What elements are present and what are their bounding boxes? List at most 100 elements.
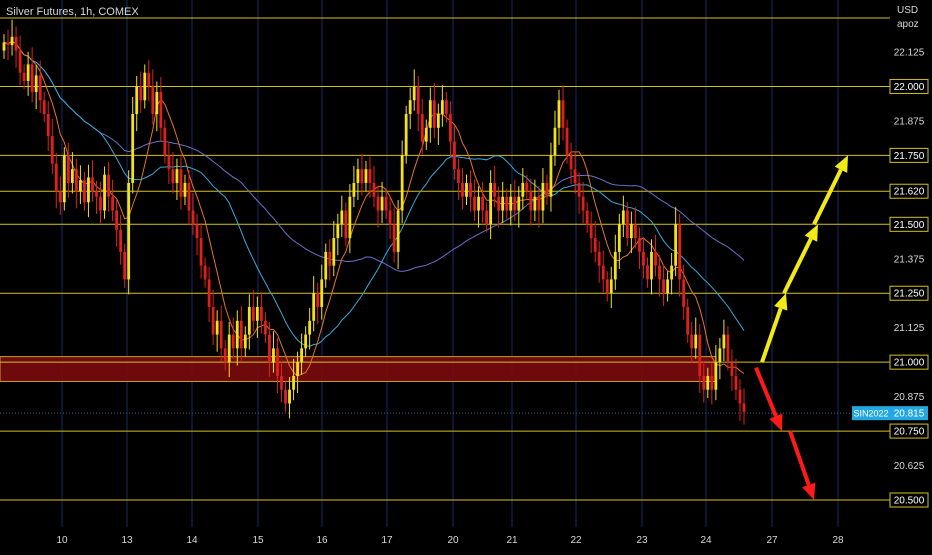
candle-body [525, 182, 529, 192]
candle-body [605, 279, 609, 294]
candle-body [360, 169, 364, 183]
candle-body [42, 100, 46, 115]
candle-body [444, 100, 448, 115]
level-label: 21.620 [894, 187, 925, 198]
candle-body [412, 86, 416, 101]
candle-body [187, 182, 191, 211]
candle-body [66, 155, 70, 183]
candle-body [436, 114, 440, 128]
candle-body [264, 320, 267, 335]
candle-body [702, 375, 706, 390]
candle-body [694, 334, 698, 349]
candle-body [473, 196, 476, 211]
candle-body [545, 182, 549, 197]
candle-body [517, 196, 521, 211]
candle-body [268, 334, 271, 363]
candle-body [191, 210, 195, 225]
candle-body [481, 196, 484, 211]
candle-body [179, 169, 183, 197]
candle-body [505, 196, 509, 211]
candle-body [509, 196, 513, 211]
candle-body [678, 224, 682, 280]
candle-body [662, 279, 665, 294]
candle-body [135, 86, 139, 115]
last-price-label: 20.815 [894, 409, 925, 420]
symbol-label: SIN2022 [853, 409, 888, 419]
candle-body [368, 169, 372, 183]
x-tick-label: 13 [121, 535, 133, 546]
candle-body [183, 182, 187, 197]
candle-body [123, 251, 127, 280]
candle-body [288, 389, 291, 404]
candle-body [87, 177, 90, 203]
projection-arrow-up [760, 307, 783, 363]
candle-body [304, 334, 308, 349]
candle-body [646, 265, 649, 280]
candle-body [613, 251, 617, 280]
level-label: 21.750 [894, 151, 925, 162]
candle-body [296, 362, 299, 376]
candle-body [199, 238, 203, 266]
candle-body [203, 265, 207, 280]
candle-body [682, 279, 686, 308]
y-tick-label: 21.875 [894, 116, 925, 127]
candle-body [320, 279, 324, 308]
candle-body [14, 36, 18, 51]
candle-body [364, 169, 368, 183]
candle-body [22, 72, 26, 81]
candle-body [328, 251, 332, 266]
candle-body [167, 155, 171, 170]
candle-body [155, 91, 159, 115]
candle-body [308, 320, 312, 335]
candle-body [609, 279, 613, 294]
candle-body [718, 348, 722, 363]
candle-body [99, 196, 102, 211]
candle-body [62, 155, 66, 203]
candle-body [380, 196, 384, 211]
candle-body [163, 127, 167, 156]
level-label: 21.500 [894, 220, 925, 231]
candle-body [316, 293, 320, 308]
candle-body [147, 72, 151, 87]
candle-body [617, 224, 621, 252]
candle-body [529, 191, 533, 211]
y-tick-label: 20.625 [894, 461, 925, 472]
candle-body [650, 251, 653, 280]
level-label-box [889, 78, 929, 94]
candle-body [50, 136, 54, 164]
level-label-box [889, 147, 929, 163]
candle-body [247, 307, 251, 335]
candle-body [573, 169, 577, 183]
candle-body [107, 174, 110, 197]
candle-body [734, 375, 738, 390]
candle-body [501, 196, 505, 211]
x-tick-label: 17 [381, 535, 393, 546]
candle-body [276, 348, 279, 376]
level-label-box [889, 216, 929, 232]
candle-body [18, 50, 22, 73]
candle-body [549, 155, 553, 197]
level-label: 22.000 [894, 82, 925, 93]
candle-body [642, 251, 645, 266]
candle-body [251, 307, 255, 321]
candle-body [742, 403, 746, 412]
candle-body [581, 196, 585, 211]
candle-body [424, 127, 428, 142]
candle-body [449, 114, 452, 142]
candle-body [457, 169, 460, 183]
level-label-box [889, 354, 929, 370]
candle-body [404, 114, 408, 156]
candle-body [714, 362, 718, 390]
level-label-box [889, 492, 929, 508]
candle-body [392, 224, 396, 252]
candle-body [493, 182, 497, 197]
candle-body [634, 224, 637, 239]
candle-body [143, 72, 147, 101]
candle-body [280, 375, 283, 390]
candle-body [235, 320, 239, 349]
candle-body [223, 348, 227, 363]
x-tick-label: 28 [832, 535, 844, 546]
candle-body [139, 86, 143, 101]
